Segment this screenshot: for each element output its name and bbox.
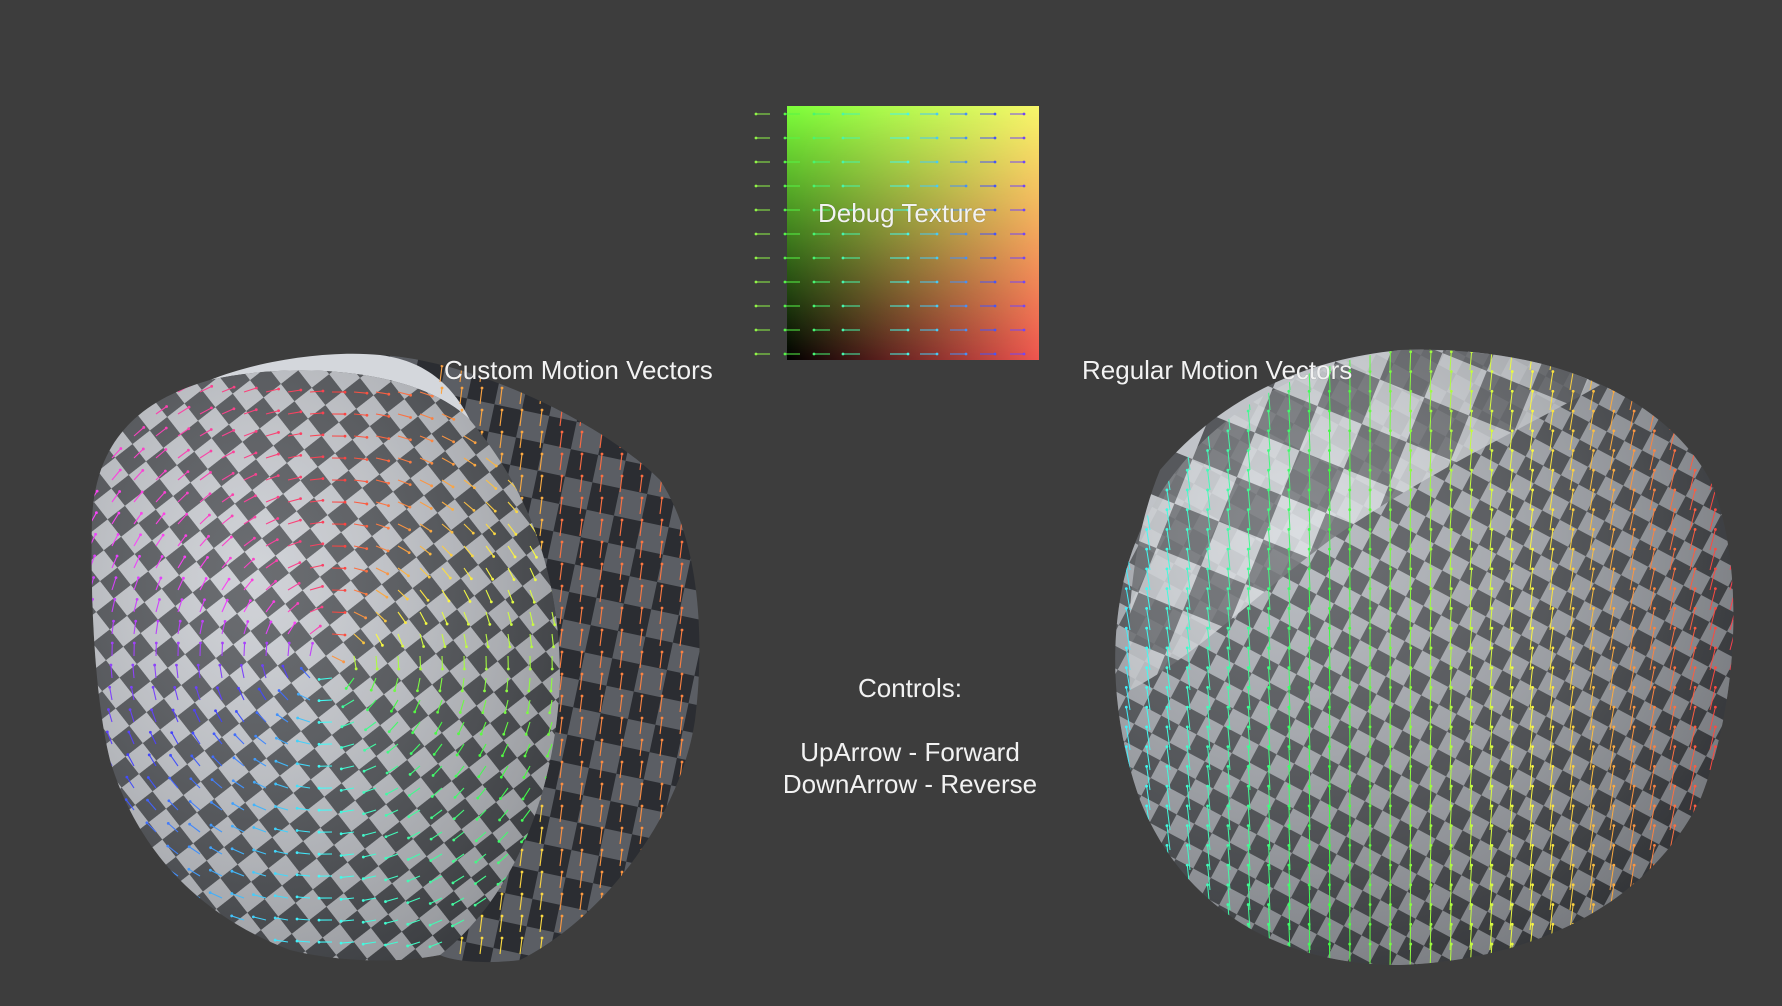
regular-motion-vectors-object <box>1115 349 1734 965</box>
debug-texture-label: Debug Texture <box>818 198 987 228</box>
controls-panel: Controls: UpArrow - Forward DownArrow - … <box>760 672 1060 800</box>
control-reverse: DownArrow - Reverse <box>782 769 1038 799</box>
regular-motion-vectors-label: Regular Motion Vectors <box>1082 355 1353 385</box>
control-forward: UpArrow - Forward <box>800 737 1020 767</box>
debug-texture-preview <box>754 106 1039 360</box>
custom-motion-vectors-object <box>91 353 700 963</box>
controls-heading: Controls: <box>857 673 963 703</box>
custom-motion-vectors-label: Custom Motion Vectors <box>444 355 713 385</box>
